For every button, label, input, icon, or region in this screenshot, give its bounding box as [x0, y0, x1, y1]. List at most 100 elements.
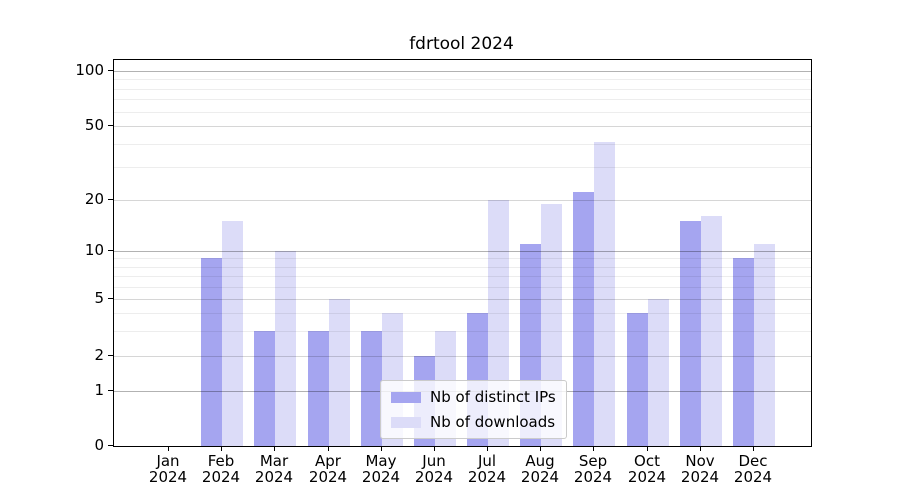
legend: Nb of distinct IPs Nb of downloads [380, 380, 567, 439]
y-tick-label-10: 10 [84, 241, 104, 259]
year-label: 2024 [733, 468, 773, 486]
bar-distinct-ips-oct [627, 313, 648, 446]
year-label: 2024 [520, 468, 560, 486]
y-tick-label-0: 0 [94, 436, 104, 454]
year-label: 2024 [414, 468, 454, 486]
month-label: Jun [422, 452, 446, 470]
minor-gridline-60 [114, 112, 811, 113]
month-label: Dec [738, 452, 768, 470]
y-tick-mark-100 [108, 70, 113, 71]
y-tick-label-5: 5 [94, 289, 104, 307]
bar-downloads-mar [275, 251, 296, 446]
minor-gridline-30 [114, 167, 811, 168]
x-tick-label-dec: Dec 2024 [711, 453, 795, 485]
y-tick-mark-1 [108, 390, 113, 391]
x-tick-mark-dec [753, 446, 754, 451]
chart-title: fdrtool 2024 [409, 34, 514, 54]
legend-label-1: Nb of downloads [430, 413, 556, 431]
month-label: Oct [634, 452, 660, 470]
x-tick-label-jun: Jun 2024 [392, 453, 476, 485]
x-tick-label-apr: Apr 2024 [286, 453, 370, 485]
y-tick-mark-50 [108, 125, 113, 126]
plot-area: Nb of distinct IPs Nb of downloads [113, 59, 812, 447]
month-label: May [365, 452, 397, 470]
minor-gridline-90 [114, 79, 811, 80]
x-tick-label-aug: Aug 2024 [498, 453, 582, 485]
x-tick-label-may: May 2024 [339, 453, 423, 485]
year-label: 2024 [627, 468, 667, 486]
bar-distinct-ips-mar [254, 330, 275, 446]
x-tick-mark-mar [274, 446, 275, 451]
minor-gridline-4 [114, 313, 811, 314]
year-label: 2024 [308, 468, 348, 486]
month-label: Mar [259, 452, 289, 470]
month-label: Apr [315, 452, 341, 470]
minor-gridline-70 [114, 99, 811, 100]
bar-downloads-feb [222, 221, 243, 446]
month-label: Jan [156, 452, 180, 470]
legend-swatch-0 [391, 391, 421, 403]
y-tick-label-1: 1 [94, 381, 104, 399]
y-tick-label-100: 100 [75, 61, 104, 79]
bar-downloads-apr [329, 299, 350, 446]
legend-swatch-1 [391, 416, 421, 428]
x-tick-label-jan: Jan 2024 [126, 453, 210, 485]
x-tick-label-sep: Sep 2024 [551, 453, 635, 485]
bar-distinct-ips-feb [201, 258, 222, 446]
legend-label-0: Nb of distinct IPs [430, 388, 556, 406]
year-label: 2024 [680, 468, 720, 486]
labeled-minor-gridline-20 [114, 200, 811, 201]
x-tick-mark-jan [168, 446, 169, 451]
minor-gridline-80 [114, 89, 811, 90]
bar-distinct-ips-apr [308, 330, 329, 446]
legend-item-0: Nb of distinct IPs [391, 388, 556, 406]
x-tick-mark-sep [593, 446, 594, 451]
bar-distinct-ips-nov [680, 221, 701, 446]
x-tick-mark-feb [221, 446, 222, 451]
year-label: 2024 [573, 468, 613, 486]
x-tick-mark-may [381, 446, 382, 451]
y-tick-label-50: 50 [84, 116, 104, 134]
x-tick-mark-aug [540, 446, 541, 451]
bar-distinct-ips-sep [573, 192, 594, 446]
x-tick-mark-jun [434, 446, 435, 451]
year-label: 2024 [148, 468, 188, 486]
y-tick-mark-5 [108, 298, 113, 299]
y-tick-mark-0 [108, 445, 113, 446]
month-label: Aug [525, 452, 555, 470]
minor-gridline-3 [114, 331, 811, 332]
x-tick-mark-oct [647, 446, 648, 451]
x-tick-label-nov: Nov 2024 [658, 453, 742, 485]
labeled-minor-gridline-2 [114, 356, 811, 357]
x-tick-label-mar: Mar 2024 [232, 453, 316, 485]
bar-downloads-dec [754, 243, 775, 446]
bar-downloads-nov [701, 216, 722, 446]
minor-gridline-6 [114, 287, 811, 288]
year-label: 2024 [361, 468, 401, 486]
minor-gridline-40 [114, 144, 811, 145]
y-tick-label-20: 20 [84, 190, 104, 208]
month-label: Feb [207, 452, 235, 470]
labeled-minor-gridline-5 [114, 299, 811, 300]
bar-downloads-sep [594, 142, 615, 446]
x-tick-mark-nov [700, 446, 701, 451]
year-label: 2024 [201, 468, 241, 486]
month-label: Nov [685, 452, 715, 470]
y-tick-mark-10 [108, 250, 113, 251]
x-tick-label-oct: Oct 2024 [605, 453, 689, 485]
x-tick-label-jul: Jul 2024 [445, 453, 529, 485]
x-tick-mark-jul [487, 446, 488, 451]
legend-item-1: Nb of downloads [391, 413, 556, 431]
major-gridline-10 [114, 251, 811, 252]
year-label: 2024 [254, 468, 294, 486]
minor-gridline-9 [114, 258, 811, 259]
bar-distinct-ips-dec [733, 258, 754, 446]
month-label: Jul [477, 452, 497, 470]
y-tick-label-2: 2 [94, 346, 104, 364]
y-tick-mark-2 [108, 355, 113, 356]
bar-downloads-oct [648, 299, 669, 446]
month-label: Sep [578, 452, 608, 470]
x-tick-mark-apr [328, 446, 329, 451]
minor-gridline-8 [114, 267, 811, 268]
